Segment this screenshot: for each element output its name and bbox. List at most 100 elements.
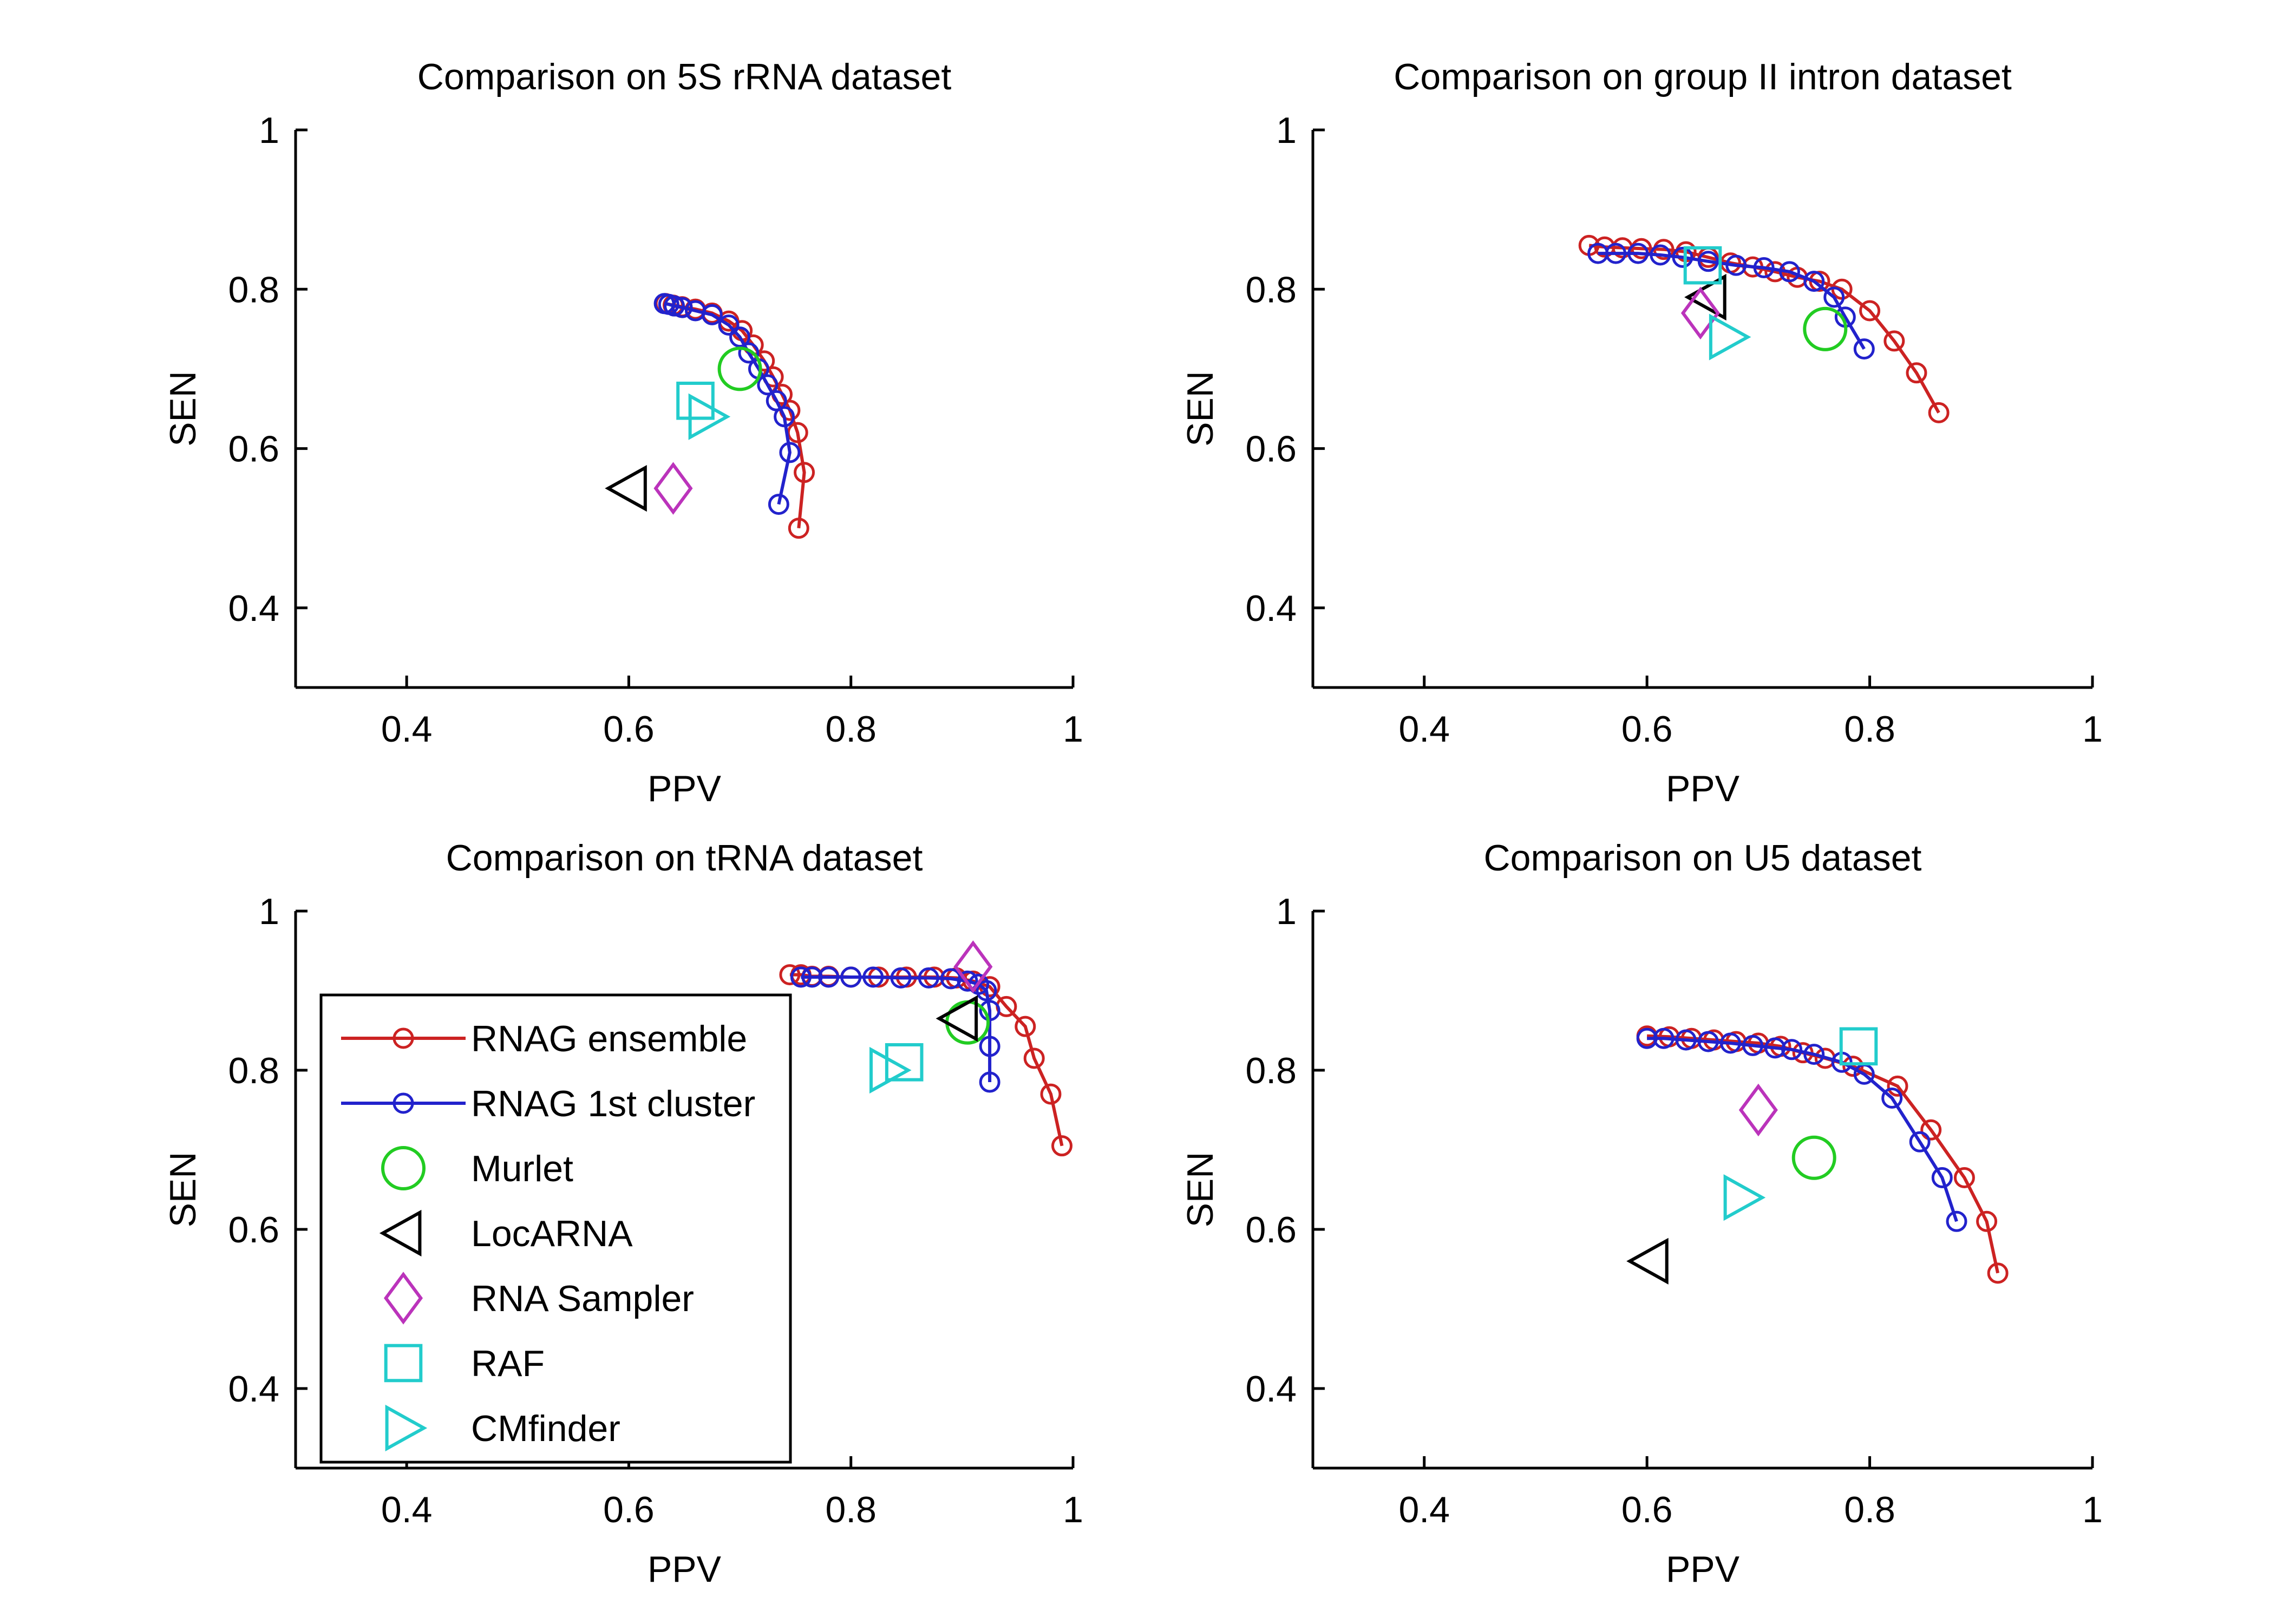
marker-raf	[1683, 246, 1722, 285]
x-tick-label: 0.6	[1621, 1489, 1673, 1530]
data-point	[794, 462, 815, 483]
data-point	[1883, 330, 1905, 352]
legend-label: Murlet	[471, 1148, 573, 1189]
series-line	[801, 975, 992, 1082]
chart-panel-4: 0.4 0.6 0.8 1 0.4 0.6 0.8 1 Comparison on U5 dat…	[1180, 837, 2103, 1590]
marker-rna-sampler	[1680, 286, 1720, 340]
y-tick-label: 0.4	[228, 588, 279, 629]
data-point	[1697, 1031, 1719, 1052]
legend-label: RNAG 1st cluster	[471, 1083, 755, 1124]
data-point	[1920, 1119, 1942, 1141]
data-point	[1953, 1167, 1975, 1188]
x-axis-label: PPV	[1666, 768, 1740, 809]
marker-murlet	[945, 1000, 990, 1045]
chart-title: Comparison on group II intron dataset	[1394, 56, 2012, 97]
y-axis-label: SEN	[162, 371, 204, 447]
data-point	[757, 374, 779, 396]
y-tick-label: 0.8	[228, 269, 279, 310]
marker-locarna	[605, 465, 647, 512]
data-point	[1928, 402, 1950, 423]
data-point	[940, 968, 962, 990]
data-point	[788, 518, 809, 539]
y-axis-label: SEN	[162, 1152, 204, 1228]
data-point	[979, 1036, 1000, 1057]
data-point	[1697, 251, 1719, 272]
legend-marker	[384, 1344, 423, 1383]
legend-marker	[379, 1209, 422, 1257]
data-point	[1803, 1044, 1825, 1065]
data-point	[1853, 338, 1875, 360]
data-point	[1887, 1075, 1908, 1097]
x-tick-label: 0.6	[603, 709, 655, 750]
data-point	[840, 966, 862, 988]
x-tick-label: 1	[2082, 1489, 2103, 1530]
data-point	[1650, 244, 1671, 266]
legend-point	[393, 1027, 414, 1049]
legend-item-murlet: Murlet	[381, 1146, 573, 1190]
data-point	[1672, 246, 1693, 268]
data-point	[1753, 257, 1775, 279]
data-point	[729, 326, 751, 348]
marker-cmfinder	[688, 393, 731, 440]
y-tick-label: 0.4	[1245, 1368, 1297, 1410]
data-point	[1636, 1027, 1658, 1049]
x-axis-label: PPV	[1666, 1549, 1740, 1590]
y-tick-label: 0.6	[1245, 429, 1297, 470]
marker-murlet	[1803, 306, 1848, 351]
marker-raf	[676, 381, 715, 420]
chart-title: Comparison on 5S rRNA dataset	[417, 56, 952, 97]
marker-raf	[1839, 1027, 1878, 1066]
data-point	[1040, 1083, 1062, 1105]
data-point	[1764, 1037, 1786, 1059]
data-point	[1023, 1047, 1045, 1069]
x-tick-label: 0.4	[381, 709, 433, 750]
chart-title: Comparison on tRNA dataset	[446, 837, 923, 879]
data-point	[1781, 1039, 1803, 1060]
data-point	[1987, 1262, 2009, 1284]
x-tick-label: 0.8	[1844, 1489, 1895, 1530]
marker-locarna	[1626, 1237, 1669, 1285]
marker-rna-sampler	[653, 462, 693, 515]
y-tick-label: 0.8	[1245, 269, 1297, 310]
y-tick-label: 0.8	[228, 1050, 279, 1091]
data-point	[818, 966, 840, 988]
x-tick-label: 0.6	[603, 1489, 655, 1530]
data-point	[1051, 1135, 1072, 1157]
data-point	[701, 304, 723, 325]
data-point	[1859, 300, 1881, 322]
legend-item-rnag-ensemble: RNAG ensemble	[341, 1018, 747, 1059]
legend-marker	[381, 1146, 426, 1190]
y-tick-label: 1	[1276, 891, 1297, 932]
data-point	[779, 964, 801, 986]
x-axis-label: PPV	[648, 1549, 722, 1590]
chart-title: Comparison on U5 dataset	[1484, 837, 1922, 879]
data-point	[862, 966, 884, 988]
legend: RNAG ensemble RNAG 1st cluster Murlet LocAR…	[319, 993, 792, 1464]
data-point	[1742, 1034, 1764, 1056]
data-point	[779, 442, 801, 463]
series-line	[1598, 252, 1866, 350]
marker-rna-sampler	[953, 940, 993, 993]
y-tick-label: 0.6	[228, 1209, 279, 1250]
marker-cmfinder	[1709, 313, 1751, 361]
series-rnag-1st-cluster	[1587, 243, 1875, 360]
data-point	[738, 342, 760, 364]
data-point	[768, 494, 789, 515]
y-tick-label: 1	[259, 110, 279, 151]
x-tick-label: 0.8	[825, 1489, 877, 1530]
data-point	[976, 980, 997, 1001]
data-point	[1881, 1087, 1903, 1109]
legend-label: RNA Sampler	[471, 1278, 694, 1319]
chart-panel-1: 0.4 0.6 0.8 1 0.4 0.6 0.8 1 Comparison on 5S rRN…	[162, 56, 1083, 809]
legend-item-raf: RAF	[384, 1343, 545, 1384]
y-tick-label: 0.4	[1245, 588, 1297, 629]
data-point	[957, 970, 978, 992]
marker-locarna	[1684, 273, 1726, 321]
series-line	[1588, 244, 1940, 414]
x-tick-label: 1	[1063, 1489, 1083, 1530]
series-rnag-ensemble	[779, 964, 1072, 1157]
series-rnag-ensemble	[1636, 1025, 2009, 1284]
data-point	[890, 967, 912, 988]
y-tick-label: 0.6	[228, 429, 279, 470]
y-tick-label: 0.8	[1245, 1050, 1297, 1091]
